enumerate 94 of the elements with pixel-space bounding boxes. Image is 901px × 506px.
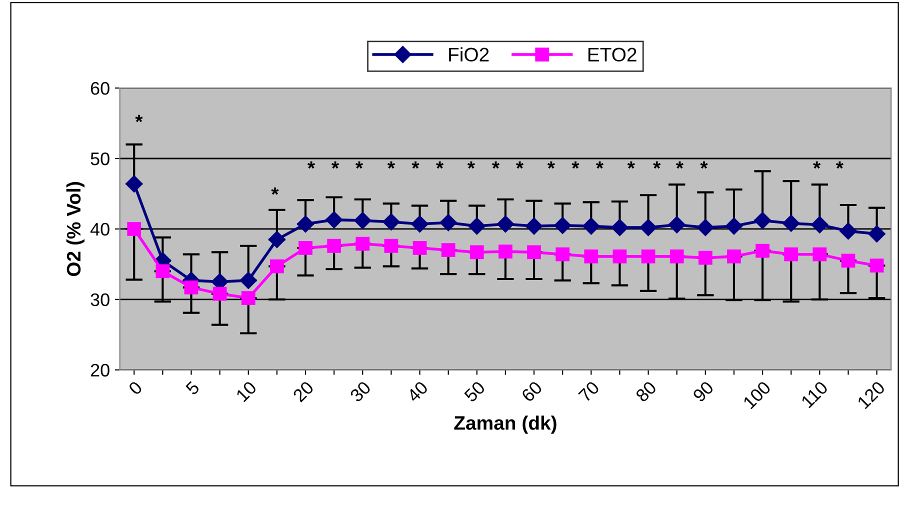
point — [868, 225, 886, 242]
annotation: * — [271, 188, 279, 195]
point — [440, 214, 457, 232]
point — [441, 243, 456, 258]
point — [241, 291, 256, 305]
point — [240, 272, 257, 289]
point — [356, 236, 370, 251]
annotation: * — [436, 161, 444, 169]
annotation: * — [135, 114, 143, 122]
point — [298, 241, 312, 255]
annotation: * — [412, 161, 420, 169]
point — [611, 219, 628, 236]
y-axis-title: O2 (% Vol) — [66, 182, 84, 276]
point — [525, 218, 543, 235]
annotation: * — [516, 161, 524, 169]
x-tick-label: 20 — [292, 380, 314, 403]
point — [612, 250, 627, 264]
y-tick-label: 30 — [90, 293, 110, 306]
legend-label: FiO2 — [449, 47, 489, 62]
x-tick-label: 80 — [634, 380, 658, 403]
x-axis-title: Zaman (dk) — [454, 416, 556, 434]
point — [354, 212, 372, 230]
point — [270, 259, 284, 274]
annotation: * — [836, 161, 844, 169]
annotation: * — [355, 161, 363, 169]
annotation: * — [331, 161, 339, 169]
x-tick-label: 90 — [692, 380, 714, 403]
y-tick-label: 60 — [90, 82, 110, 95]
x-tick-label: 5 — [185, 380, 200, 396]
x-tick-label: 0 — [128, 380, 143, 396]
x-tick-label: 50 — [464, 380, 486, 403]
point — [727, 250, 741, 264]
point — [411, 215, 428, 233]
point — [698, 250, 712, 265]
y-tick-label: 20 — [90, 364, 110, 377]
point — [584, 250, 598, 264]
x-tick-label: 70 — [578, 380, 600, 403]
point — [640, 219, 657, 236]
point — [126, 175, 143, 192]
point — [470, 245, 484, 260]
annotation: * — [596, 161, 604, 169]
point — [184, 280, 198, 294]
point — [156, 264, 170, 278]
point — [556, 247, 570, 262]
x-tick-label: 40 — [406, 380, 429, 403]
point — [870, 258, 884, 273]
point — [670, 250, 684, 264]
annotation: * — [307, 161, 315, 169]
point — [784, 247, 798, 262]
x-tick-label: 30 — [349, 380, 372, 403]
point — [127, 222, 142, 236]
annotation: * — [572, 161, 580, 169]
x-tick-label: 110 — [800, 380, 829, 408]
point — [498, 244, 512, 258]
point — [554, 216, 572, 234]
point — [756, 244, 770, 258]
point — [841, 254, 856, 268]
point — [296, 215, 314, 233]
point — [212, 286, 227, 301]
point — [496, 215, 514, 233]
annotation: * — [700, 161, 708, 169]
point — [668, 216, 686, 234]
point — [412, 241, 427, 255]
annotation: * — [547, 161, 555, 169]
point — [754, 212, 772, 230]
point — [582, 218, 600, 235]
point — [468, 218, 486, 235]
legend-label: ETO2 — [588, 48, 636, 62]
point — [782, 214, 800, 232]
annotation: * — [676, 161, 684, 169]
point — [327, 238, 342, 253]
x-tick-label: 100 — [742, 380, 772, 410]
annotation: * — [813, 161, 821, 169]
annotation: * — [653, 161, 661, 169]
annotation: * — [492, 161, 500, 169]
point — [268, 230, 286, 248]
point — [696, 219, 714, 236]
point — [840, 222, 857, 240]
x-tick-label: 10 — [235, 380, 258, 402]
point — [382, 213, 400, 230]
annotation: * — [387, 161, 395, 169]
point — [725, 218, 743, 235]
point — [812, 247, 827, 262]
point — [811, 216, 828, 234]
annotation: * — [627, 161, 635, 169]
y-tick-label: 50 — [90, 152, 110, 166]
y-tick-label: 40 — [90, 222, 110, 236]
annotation: * — [467, 161, 475, 169]
point — [641, 250, 656, 264]
point — [326, 211, 343, 228]
x-tick-label: 60 — [520, 380, 543, 403]
point — [384, 238, 398, 253]
point — [527, 245, 541, 260]
x-tick-label: 120 — [856, 380, 886, 410]
